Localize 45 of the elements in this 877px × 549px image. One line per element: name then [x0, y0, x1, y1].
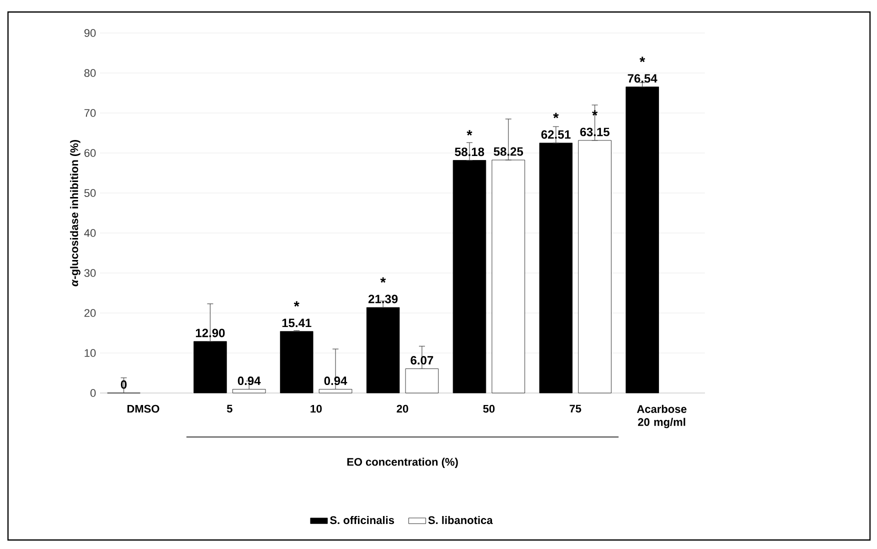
data-label: 0.94	[324, 376, 348, 386]
x-tick-label: 75	[570, 404, 582, 413]
y-tick-label: 10	[84, 349, 96, 357]
y-tick-label: 70	[84, 109, 96, 117]
y-tick-label: 0	[90, 389, 96, 397]
x-tick-label: DMSO	[127, 404, 160, 413]
bar	[405, 368, 439, 394]
x-tick-label: 5	[226, 404, 232, 413]
x-axis-title: EO concentration (%)	[347, 458, 458, 468]
bar	[539, 142, 573, 394]
bar	[578, 140, 612, 394]
annotation: *	[466, 130, 472, 136]
data-label: 62.51	[541, 130, 571, 139]
annotation: *	[380, 277, 386, 283]
annotation: *	[640, 56, 646, 62]
data-label: 21.39	[368, 294, 398, 304]
y-tick-label: 80	[84, 69, 96, 77]
bar	[280, 331, 314, 394]
bar	[366, 307, 400, 394]
data-label: 58.18	[454, 148, 484, 156]
legend-label: S. officinalis	[330, 516, 394, 524]
x-tick-label: Acarbose 20 mg/ml	[636, 404, 686, 428]
y-tick-label: 20	[84, 309, 96, 317]
data-label: 15.41	[282, 318, 312, 328]
bar	[232, 389, 266, 394]
y-tick-label: 60	[84, 149, 96, 157]
annotation: *	[294, 301, 300, 307]
bar	[492, 160, 525, 394]
legend-label: S. libanotica	[428, 516, 493, 524]
annotation: *	[553, 112, 559, 118]
data-label: 76.54	[628, 74, 658, 83]
y-tick-label: 40	[84, 229, 96, 237]
y-tick-label: 30	[84, 269, 96, 277]
data-label: 0.94	[238, 376, 261, 386]
bar	[626, 86, 659, 394]
bar	[452, 160, 486, 394]
x-tick-label: 10	[310, 404, 322, 413]
x-tick-label: 20	[396, 404, 408, 413]
y-tick-label: 90	[84, 29, 96, 37]
y-tick-label: 50	[84, 189, 96, 197]
x-tick-label: 50	[483, 404, 495, 413]
y-axis-title: α-glucosidase inhibition (%)	[70, 140, 80, 286]
data-label: 6.07	[410, 356, 434, 365]
bar	[194, 341, 227, 394]
bar	[318, 389, 352, 394]
